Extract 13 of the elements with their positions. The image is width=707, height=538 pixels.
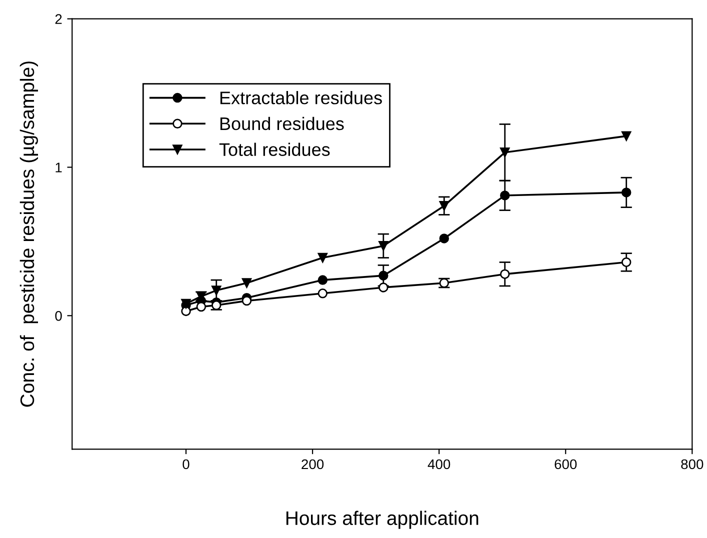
x-tick-label: 400 bbox=[428, 459, 450, 470]
y-tick-label: 0 bbox=[55, 310, 62, 321]
x-axis-title: Hours after application bbox=[286, 510, 478, 529]
y-tick-label: 2 bbox=[55, 14, 62, 24]
y-tick-label: 1 bbox=[56, 162, 62, 172]
legend-label: Bound residues bbox=[220, 116, 344, 130]
legend-label: Total residues bbox=[219, 142, 330, 156]
legend-label: Extractable residues bbox=[220, 91, 382, 104]
x-tick-label: 200 bbox=[302, 459, 324, 470]
x-tick-label: 0 bbox=[182, 459, 190, 470]
y-axis-title: Conc. of pesticide residues (µg/sample) bbox=[20, 62, 38, 407]
x-tick-label: 600 bbox=[554, 459, 577, 470]
x-tick-label: 800 bbox=[681, 459, 704, 470]
